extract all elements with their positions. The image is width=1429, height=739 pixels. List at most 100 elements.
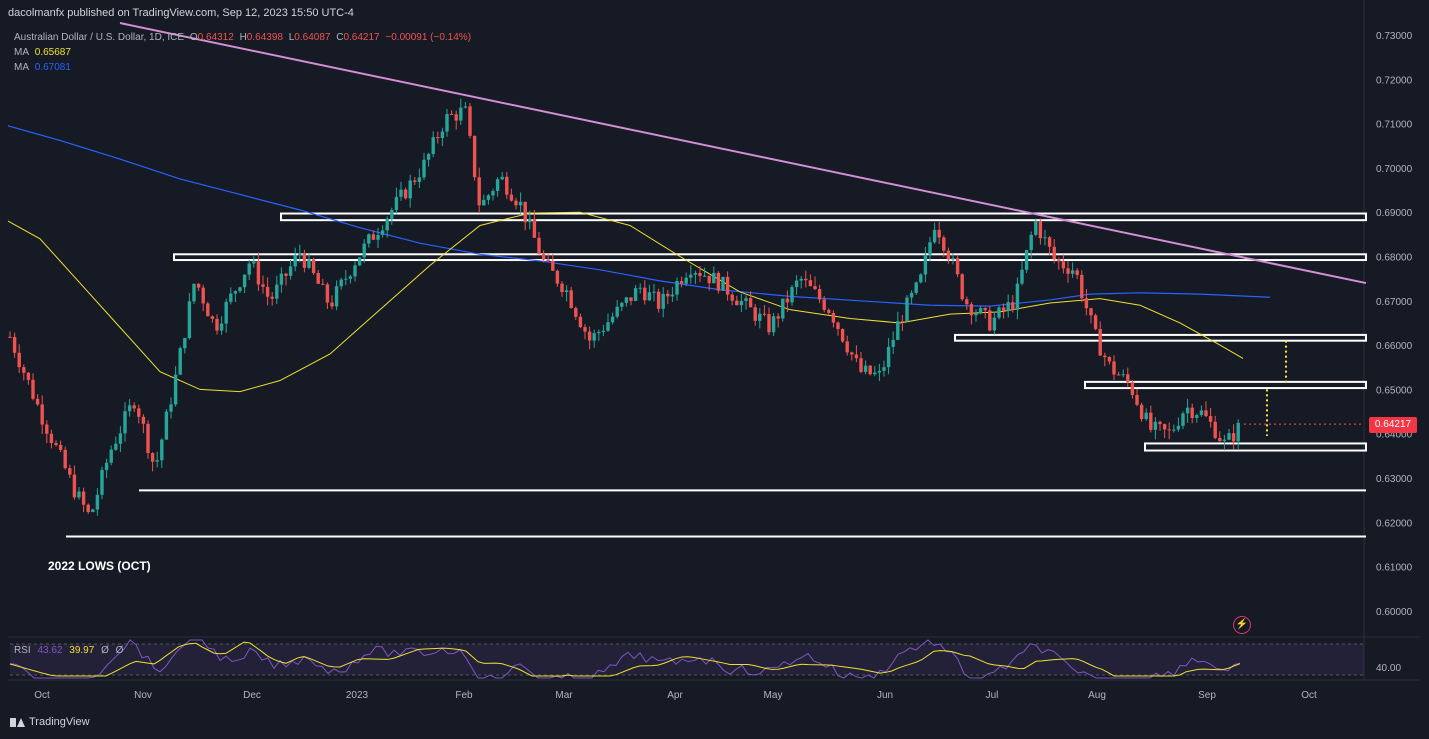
candle-body xyxy=(863,365,868,372)
candle-body xyxy=(417,177,422,182)
candle-body xyxy=(615,306,619,317)
candlestick xyxy=(376,227,380,249)
time-tick: 2023 xyxy=(346,690,369,701)
candle-body xyxy=(127,405,132,412)
candlestick xyxy=(307,252,311,270)
candlestick xyxy=(1213,415,1217,440)
candle-body xyxy=(698,273,702,276)
candle-body xyxy=(408,180,412,199)
candlestick xyxy=(1024,249,1029,274)
candlestick xyxy=(150,452,155,472)
candle-body xyxy=(1029,234,1033,251)
candle-body xyxy=(1199,410,1204,416)
candlestick xyxy=(284,272,288,286)
candlestick xyxy=(748,291,753,308)
candle-body xyxy=(45,424,49,434)
candlestick xyxy=(620,301,624,312)
candlestick xyxy=(1029,231,1033,259)
candlestick xyxy=(873,366,877,377)
lightning-icon[interactable]: ⚡ xyxy=(1233,616,1251,634)
candlestick xyxy=(482,194,486,206)
candle-body xyxy=(1112,361,1116,375)
candle-body xyxy=(592,333,596,341)
candle-body xyxy=(735,300,739,306)
candle-body xyxy=(643,287,647,301)
candlestick xyxy=(449,110,454,116)
candlestick xyxy=(850,351,854,361)
candle-body xyxy=(376,234,380,240)
candle-body xyxy=(403,189,408,199)
candlestick xyxy=(831,310,836,328)
candlestick xyxy=(1181,411,1185,430)
candlestick xyxy=(256,252,261,291)
candle-body xyxy=(1093,315,1098,330)
candlestick xyxy=(666,290,670,305)
footer: TradingView xyxy=(10,716,90,728)
candle-body xyxy=(753,307,757,321)
candle-body xyxy=(1149,412,1153,430)
candlestick xyxy=(311,257,316,275)
candle-body xyxy=(362,243,366,258)
candlestick xyxy=(1149,405,1153,433)
candle-body xyxy=(436,137,440,139)
candle-body xyxy=(265,286,270,297)
time-tick: Oct xyxy=(34,690,50,701)
candle-body xyxy=(983,307,987,311)
candle-body xyxy=(808,280,813,287)
candle-body xyxy=(472,135,477,178)
candlestick xyxy=(233,290,238,303)
candle-body xyxy=(1001,307,1006,311)
candlestick xyxy=(781,298,785,322)
candlestick xyxy=(836,321,840,336)
candlestick xyxy=(440,127,445,147)
candle-body xyxy=(850,352,854,355)
candlestick xyxy=(316,269,320,285)
candlestick xyxy=(1162,423,1167,439)
candle-body xyxy=(302,253,307,268)
candle-body xyxy=(210,316,215,319)
candle-body xyxy=(689,274,693,278)
candle-body xyxy=(390,209,394,219)
candlestick xyxy=(1093,313,1098,331)
candle-body xyxy=(31,379,35,399)
candlestick xyxy=(196,283,201,292)
ma200-line xyxy=(7,125,1271,307)
candlestick xyxy=(946,247,951,264)
candlestick xyxy=(247,259,251,280)
candlestick xyxy=(334,280,339,311)
rsi-extra-1: Ø xyxy=(101,645,109,656)
candlestick xyxy=(178,346,182,376)
candle-body xyxy=(1135,394,1139,405)
candlestick xyxy=(997,305,1001,320)
candlestick xyxy=(31,373,35,401)
candlestick xyxy=(712,266,716,284)
candlestick xyxy=(362,239,366,263)
candlestick xyxy=(652,283,656,302)
candle-body xyxy=(900,321,905,323)
candle-body xyxy=(68,468,72,475)
candle-body xyxy=(325,284,330,303)
candlestick xyxy=(822,295,826,313)
candle-body xyxy=(762,313,767,315)
ma200-value: 0.67081 xyxy=(34,62,71,73)
candle-body xyxy=(215,318,219,331)
candlestick xyxy=(1080,270,1084,303)
candlestick xyxy=(325,282,330,309)
candlestick xyxy=(477,167,481,214)
candlestick xyxy=(514,197,518,210)
candlestick xyxy=(81,487,86,513)
candle-body xyxy=(845,341,849,353)
candle-body xyxy=(1153,421,1158,430)
candlestick xyxy=(523,201,527,231)
candle-body xyxy=(357,257,362,266)
candlestick xyxy=(670,286,675,302)
candlestick xyxy=(509,188,514,202)
candle-body xyxy=(164,411,169,440)
rsi-band xyxy=(10,644,1364,675)
candle-body xyxy=(413,180,417,182)
candle-body xyxy=(201,287,205,304)
price-tick: 0.62000 xyxy=(1376,518,1413,529)
candlestick xyxy=(951,252,955,265)
candlestick xyxy=(86,503,90,515)
